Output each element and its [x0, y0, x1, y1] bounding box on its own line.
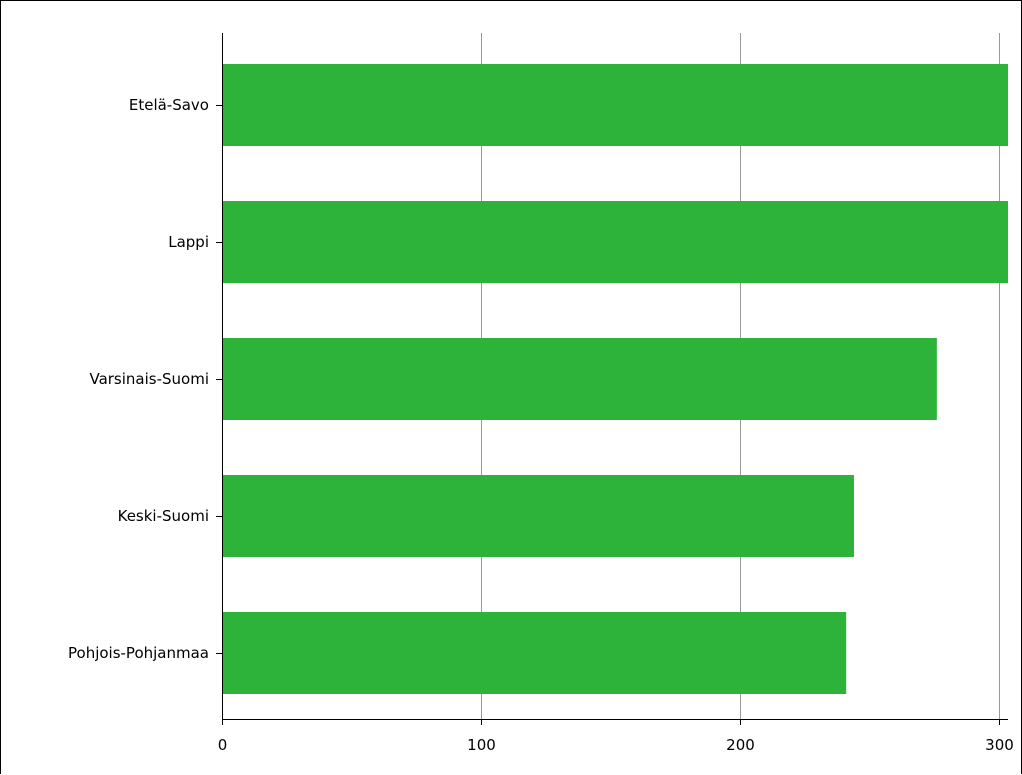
category-label: Pohjois-Pohjanmaa: [68, 644, 209, 662]
bars: [222, 64, 1008, 694]
bar: [222, 64, 1008, 146]
bar: [222, 338, 937, 420]
bar: [222, 475, 854, 557]
category-label: Varsinais-Suomi: [89, 370, 209, 388]
x-tick-label: 200: [726, 736, 755, 754]
x-tick-label: 0: [218, 736, 228, 754]
category-label: Keski-Suomi: [118, 507, 209, 525]
x-tick-label: 300: [985, 736, 1014, 754]
category-label: Lappi: [168, 233, 209, 251]
bar: [222, 201, 1008, 283]
x-tick-label: 100: [467, 736, 496, 754]
labels: 0 100 200 300 Etelä-Savo Lappi Varsinais-Suomi…: [68, 96, 1014, 754]
axes: [216, 33, 1008, 725]
category-label: Etelä-Savo: [129, 96, 209, 114]
bar: [222, 612, 847, 694]
